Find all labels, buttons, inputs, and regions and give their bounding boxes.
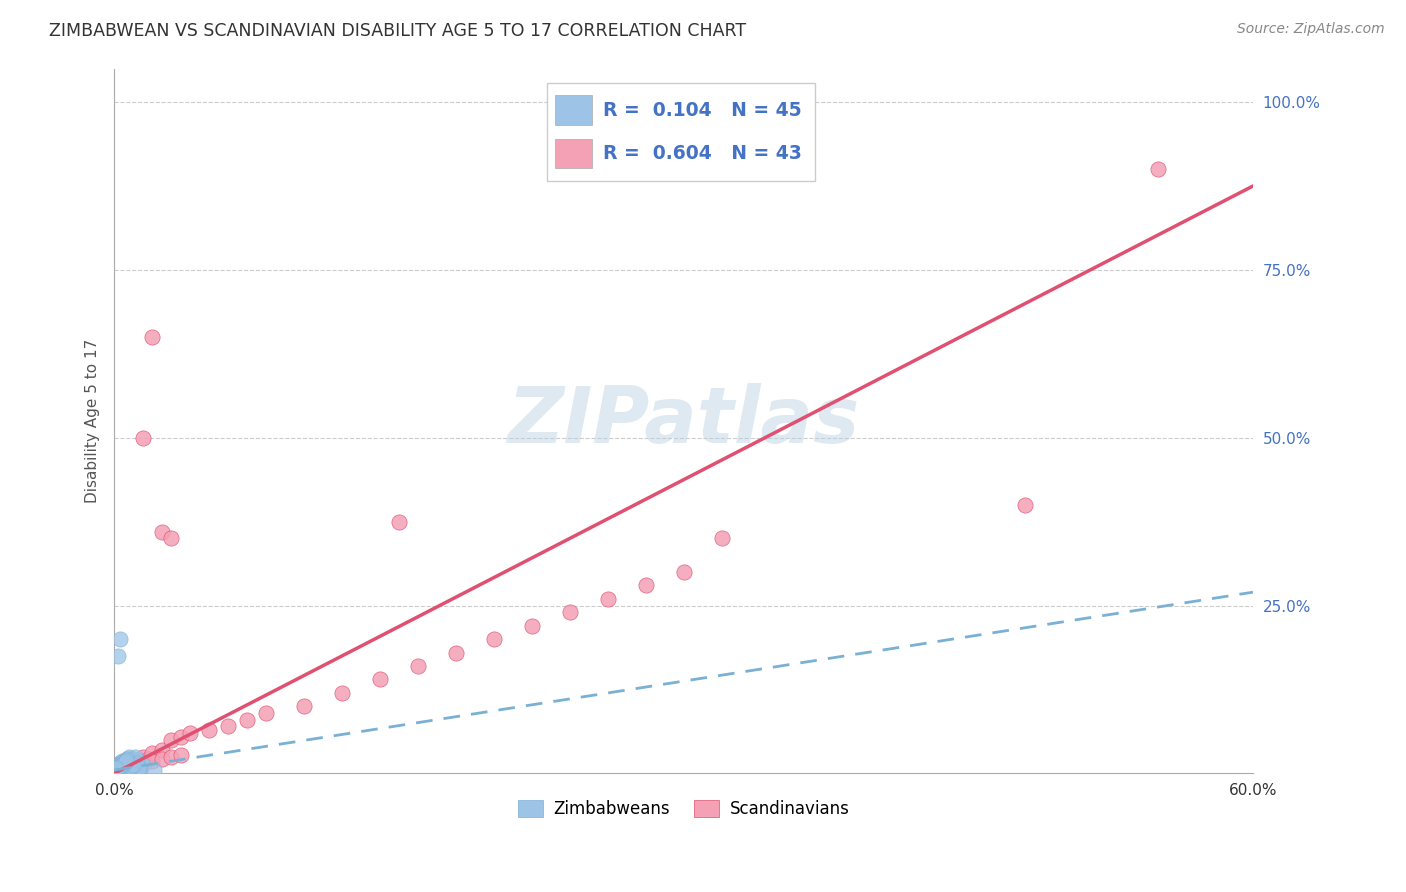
Legend: Zimbabweans, Scandinavians: Zimbabweans, Scandinavians (512, 794, 856, 825)
Point (108, 756, 131, 771)
Point (169, 747, 191, 762)
Point (108, 756, 131, 771)
Point (672, 565, 695, 579)
Point (117, 752, 139, 766)
Point (107, 761, 129, 775)
Point (118, 749, 141, 764)
Point (105, 760, 128, 774)
Point (143, 763, 166, 777)
Point (124, 755, 146, 769)
Point (108, 763, 131, 777)
Point (114, 758, 136, 772)
Point (444, 646, 467, 660)
Point (141, 746, 163, 760)
Point (105, 760, 128, 774)
Point (120, 755, 142, 769)
Point (634, 578, 657, 592)
Point (107, 648, 129, 663)
Point (330, 686, 353, 700)
Point (131, 749, 153, 764)
Point (558, 605, 581, 619)
Point (160, 732, 183, 747)
Point (122, 758, 145, 772)
Point (125, 753, 148, 767)
Text: ZIMBABWEAN VS SCANDINAVIAN DISABILITY AGE 5 TO 17 CORRELATION CHART: ZIMBABWEAN VS SCANDINAVIAN DISABILITY AG… (49, 22, 747, 40)
Point (138, 752, 160, 766)
Point (1147, 162, 1170, 177)
Point (112, 760, 135, 774)
Point (131, 758, 153, 772)
Point (117, 752, 139, 766)
Point (129, 756, 152, 771)
Point (128, 761, 150, 775)
Point (120, 753, 142, 767)
Point (114, 753, 136, 767)
Point (124, 749, 146, 764)
Point (482, 632, 505, 647)
Point (122, 758, 145, 772)
Point (112, 755, 135, 769)
Point (254, 706, 277, 720)
Point (131, 756, 153, 771)
Point (112, 761, 135, 775)
Point (112, 761, 135, 775)
Point (114, 755, 136, 769)
Point (108, 632, 131, 647)
Point (141, 330, 163, 344)
Point (292, 699, 315, 714)
Point (596, 591, 619, 606)
Point (710, 532, 733, 546)
Text: Source: ZipAtlas.com: Source: ZipAtlas.com (1237, 22, 1385, 37)
Point (122, 758, 145, 772)
Point (120, 756, 142, 771)
Point (179, 726, 201, 740)
Point (406, 659, 429, 673)
Point (520, 618, 543, 632)
Point (118, 755, 141, 769)
Point (125, 756, 148, 771)
Point (105, 761, 128, 775)
Point (131, 431, 153, 445)
Text: ZIPatlas: ZIPatlas (508, 383, 859, 459)
Point (118, 761, 141, 775)
Point (368, 673, 391, 687)
Point (108, 758, 131, 772)
Point (141, 755, 163, 769)
Point (111, 761, 134, 775)
Point (111, 756, 134, 771)
Point (122, 752, 145, 766)
Point (160, 532, 183, 546)
Point (117, 758, 139, 772)
Point (169, 730, 191, 744)
Point (150, 743, 173, 757)
Point (107, 760, 129, 774)
Point (117, 756, 139, 771)
Point (128, 756, 150, 771)
Point (124, 753, 146, 767)
Point (388, 515, 411, 529)
Point (128, 760, 150, 774)
Point (108, 760, 131, 774)
Point (111, 755, 134, 769)
Y-axis label: Disability Age 5 to 17: Disability Age 5 to 17 (86, 339, 100, 503)
Point (114, 753, 136, 767)
Point (150, 752, 173, 766)
Point (1014, 498, 1036, 512)
Point (111, 758, 134, 772)
Point (160, 749, 183, 764)
Point (107, 758, 129, 772)
Point (105, 763, 128, 777)
Point (236, 713, 259, 727)
Point (217, 719, 239, 733)
Point (120, 760, 142, 774)
Point (150, 524, 173, 539)
Point (112, 756, 135, 771)
Point (198, 723, 221, 737)
